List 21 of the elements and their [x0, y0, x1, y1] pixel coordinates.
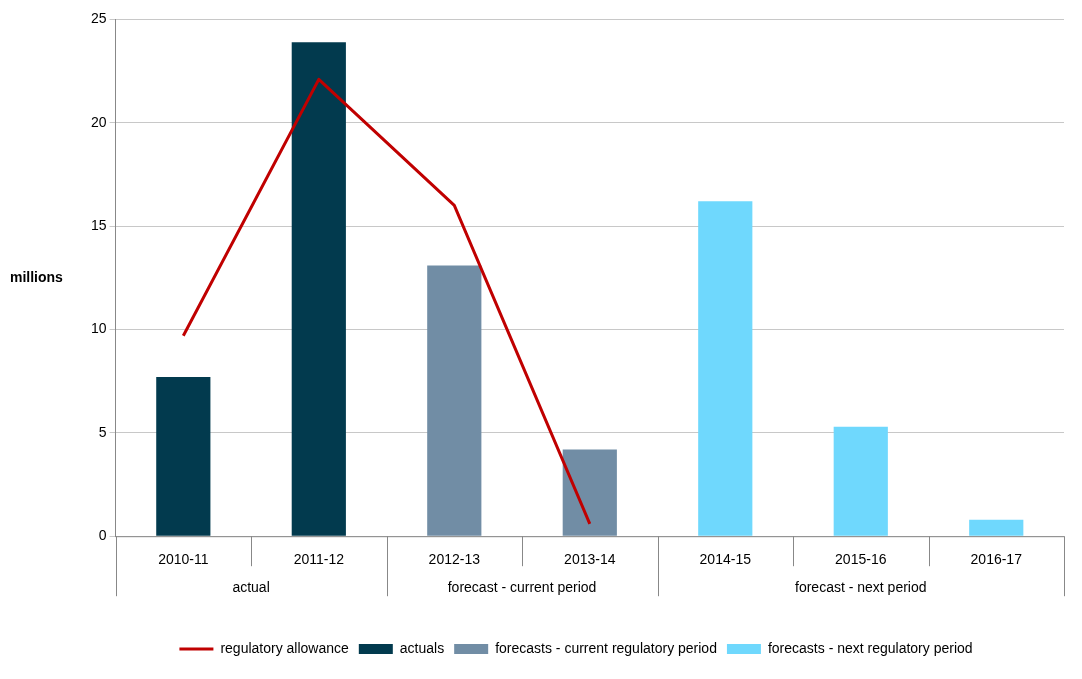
legend-label: regulatory allowance [220, 639, 350, 656]
x-tick-label: 2011-12 [293, 551, 345, 568]
text: actual [232, 579, 270, 596]
x-tick-label: 2015-16 [835, 551, 887, 568]
x-tick-label: 2010-11 [158, 551, 209, 568]
y-axis-title: millions [10, 268, 64, 285]
text: forecast - current period [447, 579, 597, 596]
legend-label: actuals [399, 639, 445, 656]
y-tick-label: 10 [90, 320, 107, 337]
legend-label: forecasts - next regulatory period [767, 639, 973, 656]
x-tick-label: 2013-14 [564, 551, 616, 568]
x-tick-label: 2014-15 [699, 551, 752, 568]
text: forecast - next period [795, 579, 927, 596]
y-tick-label: 5 [98, 423, 107, 440]
y-tick-label: 0 [98, 527, 107, 544]
legend-label: forecasts - current regulatory period [495, 639, 717, 656]
x-tick-label: 2016-17 [970, 551, 1023, 568]
x-tick-label: 2012-13 [428, 551, 481, 568]
y-tick-label: 15 [90, 216, 107, 233]
y-tick-label: 20 [90, 113, 107, 130]
y-tick-label: 25 [90, 10, 107, 27]
